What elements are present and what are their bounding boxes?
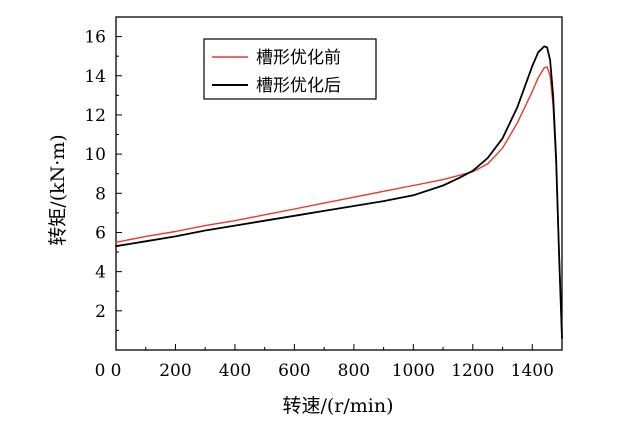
x-tick-label: 0 xyxy=(111,361,122,381)
y-tick-label: 6 xyxy=(95,223,106,243)
axes: 0 200 400 600 800 1000 1200 1400 0 2 4 6 8 10 12 14 16 xyxy=(84,16,563,381)
legend-box xyxy=(203,38,377,100)
y-tick-label: 12 xyxy=(84,106,106,126)
x-tick-label: 1200 xyxy=(451,361,494,381)
series-layer xyxy=(115,45,563,340)
y-tick-label: 8 xyxy=(95,184,106,204)
legend-label-2: 槽形优化后 xyxy=(256,76,341,96)
x-tick-label: 800 xyxy=(338,361,370,381)
y-axis-title: 转矩/(kN·m) xyxy=(47,134,69,245)
x-tick-label: 1000 xyxy=(392,361,435,381)
legend-label-1: 槽形优化前 xyxy=(256,48,341,68)
x-tick-label: 200 xyxy=(159,361,191,381)
x-axis-title: 转速/(r/min) xyxy=(282,395,393,417)
series-line-1 xyxy=(115,66,563,339)
y-tick-label: 14 xyxy=(84,67,106,87)
x-tick-label: 400 xyxy=(219,361,251,381)
origin-label: 0 xyxy=(95,361,106,381)
y-tick-label: 16 xyxy=(84,28,106,48)
plot-frame xyxy=(115,16,563,351)
x-tick-label: 1400 xyxy=(511,361,554,381)
y-tick-label: 4 xyxy=(95,263,106,283)
series-line-2 xyxy=(115,45,563,340)
y-tick-label: 10 xyxy=(84,145,106,165)
y-tick-label: 2 xyxy=(95,302,106,322)
x-tick-label: 600 xyxy=(278,361,310,381)
